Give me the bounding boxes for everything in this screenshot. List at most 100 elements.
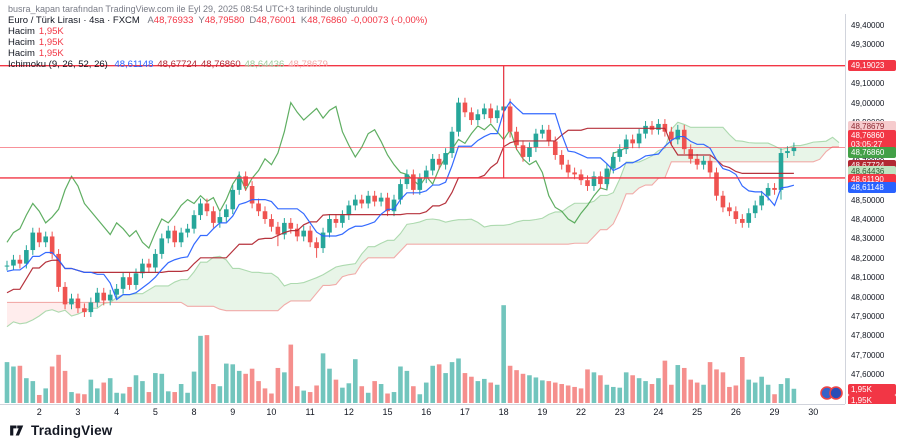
time-axis-label: 29 <box>769 407 780 417</box>
volume-bar <box>598 375 603 403</box>
volume-bar <box>191 371 197 403</box>
volume-bar <box>24 378 29 403</box>
volume-bar <box>211 384 216 403</box>
volume-bar <box>314 385 319 403</box>
time-axis-separator <box>0 404 845 405</box>
candle <box>49 236 55 254</box>
volume-bar <box>417 394 423 403</box>
candle <box>727 207 732 212</box>
volume-bar <box>165 391 171 403</box>
candle <box>133 273 139 285</box>
candle <box>340 215 345 223</box>
volume-bar <box>372 381 377 403</box>
candle <box>114 288 119 295</box>
volume-bar <box>443 373 448 403</box>
candle <box>30 232 36 251</box>
candle <box>153 253 158 268</box>
volume-bar <box>62 370 68 403</box>
volume-legend-row: Hacim 1,95K <box>8 27 427 37</box>
ohlc-letter: D <box>249 15 257 26</box>
time-axis[interactable]: 2 3 4 5 8 9 10 11 12 15 16 17 18 19 22 23 24 25 26 29 30 <box>0 407 845 421</box>
candle <box>236 176 242 190</box>
volume-bar <box>643 381 648 403</box>
volume-bar <box>604 384 610 403</box>
volume-bar <box>540 380 545 403</box>
volume-bar <box>391 392 397 403</box>
candle <box>69 298 74 305</box>
candle <box>791 147 797 152</box>
symbol-title: Euro / Türk Lirası · 4sa · FXCM <box>8 15 140 26</box>
volume-bar <box>101 382 107 403</box>
volume-bar <box>340 387 345 403</box>
volume-bar <box>720 372 726 403</box>
candle <box>243 176 248 187</box>
time-axis-label: 30 <box>808 407 819 417</box>
price-tick-label: 48,50000 <box>851 195 885 205</box>
candle <box>4 265 10 267</box>
volume-bar <box>430 365 435 403</box>
candle <box>36 232 42 243</box>
volume-bar <box>140 381 145 403</box>
tradingview-logo-icon <box>10 425 24 436</box>
time-axis-label: 10 <box>266 407 277 417</box>
volume-bar <box>759 376 764 403</box>
volume-bar <box>236 370 242 403</box>
volume-bar <box>707 362 713 403</box>
volume-bar <box>552 382 558 403</box>
candle <box>514 131 519 146</box>
candle <box>475 114 481 121</box>
candle <box>765 187 771 196</box>
volume-bar <box>243 373 248 403</box>
candle <box>617 149 623 157</box>
candle <box>411 174 416 190</box>
candle <box>165 230 171 239</box>
candle <box>172 230 177 243</box>
price-badge: 1,95K <box>848 383 896 395</box>
volume-bar <box>662 360 668 403</box>
ichimoku-values: 48,61148 48,67724 48,76860 48,64436 48,78679 <box>110 59 327 70</box>
price-badge: 48,78679 <box>848 121 896 133</box>
candle <box>443 153 448 165</box>
volume-label: Hacim <box>8 37 35 48</box>
attribution-text: busra_kapan tarafından TradingView.com i… <box>8 4 378 14</box>
volume-bar <box>617 387 623 403</box>
candle <box>307 230 313 243</box>
volume-bar <box>746 379 752 403</box>
volume-bar <box>398 366 403 403</box>
current-price-badge: 48,76860 03:05:27 <box>848 130 896 151</box>
candle <box>327 219 332 233</box>
volume-bar <box>623 372 629 403</box>
volume-bar <box>30 381 36 403</box>
time-axis-label: 5 <box>152 407 158 417</box>
volume-bar <box>359 386 365 403</box>
price-axis[interactable]: 47,60000 47,70000 47,80000 47,90000 48,00000… <box>845 14 900 404</box>
chart-legend: Euro / Türk Lirası · 4sa · FXCM A48,7693… <box>8 16 427 71</box>
price-tick-label: 49,10000 <box>851 79 885 89</box>
candle <box>740 219 745 223</box>
volume-bar <box>456 358 461 403</box>
volume-bar <box>288 344 294 403</box>
candle <box>669 131 674 140</box>
candle <box>301 230 306 237</box>
time-axis-label: 22 <box>576 407 587 417</box>
volume-bar <box>681 367 687 403</box>
volume-bar <box>585 369 590 403</box>
countdown-timer: 03:05:27 <box>851 140 883 150</box>
volume-bar <box>591 372 597 403</box>
price-chart[interactable] <box>0 0 845 420</box>
candle <box>552 141 558 155</box>
tradingview-logo: TradingView <box>8 422 112 439</box>
volume-bar <box>507 365 513 403</box>
volume-bar <box>565 385 571 403</box>
volume-bar <box>198 335 203 403</box>
symbol-row: Euro / Türk Lirası · 4sa · FXCM A48,7693… <box>8 16 427 26</box>
volume-value: 1,95K <box>38 26 64 37</box>
volume-bar <box>578 388 584 403</box>
volume-bar <box>333 379 339 403</box>
candle <box>572 172 577 175</box>
volume-bar <box>559 384 564 403</box>
volume-bar <box>385 393 390 403</box>
volume-bar <box>527 375 532 403</box>
price-tick-label: 48,10000 <box>851 273 885 283</box>
